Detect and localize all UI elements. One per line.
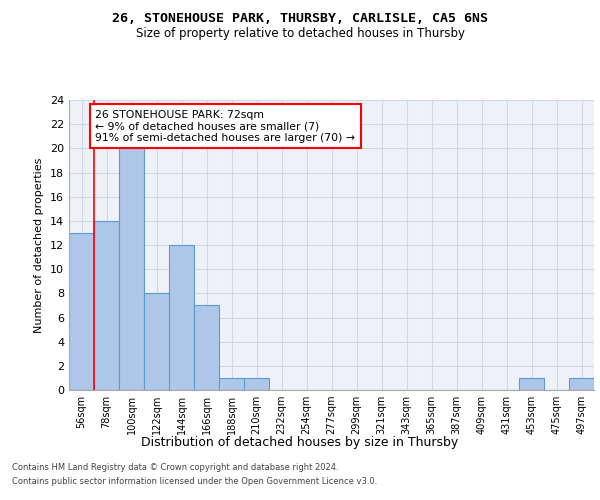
- Bar: [119, 148, 144, 390]
- Bar: [519, 378, 544, 390]
- Bar: [569, 378, 594, 390]
- Bar: [244, 378, 269, 390]
- Bar: [219, 378, 244, 390]
- Bar: [194, 306, 219, 390]
- Bar: [169, 245, 194, 390]
- Text: Contains public sector information licensed under the Open Government Licence v3: Contains public sector information licen…: [12, 477, 377, 486]
- Text: Contains HM Land Registry data © Crown copyright and database right 2024.: Contains HM Land Registry data © Crown c…: [12, 464, 338, 472]
- Bar: [94, 221, 119, 390]
- Text: Distribution of detached houses by size in Thursby: Distribution of detached houses by size …: [142, 436, 458, 449]
- Bar: [69, 233, 94, 390]
- Y-axis label: Number of detached properties: Number of detached properties: [34, 158, 44, 332]
- Text: 26 STONEHOUSE PARK: 72sqm
← 9% of detached houses are smaller (7)
91% of semi-de: 26 STONEHOUSE PARK: 72sqm ← 9% of detach…: [95, 110, 355, 143]
- Text: 26, STONEHOUSE PARK, THURSBY, CARLISLE, CA5 6NS: 26, STONEHOUSE PARK, THURSBY, CARLISLE, …: [112, 12, 488, 26]
- Text: Size of property relative to detached houses in Thursby: Size of property relative to detached ho…: [136, 28, 464, 40]
- Bar: [144, 294, 169, 390]
